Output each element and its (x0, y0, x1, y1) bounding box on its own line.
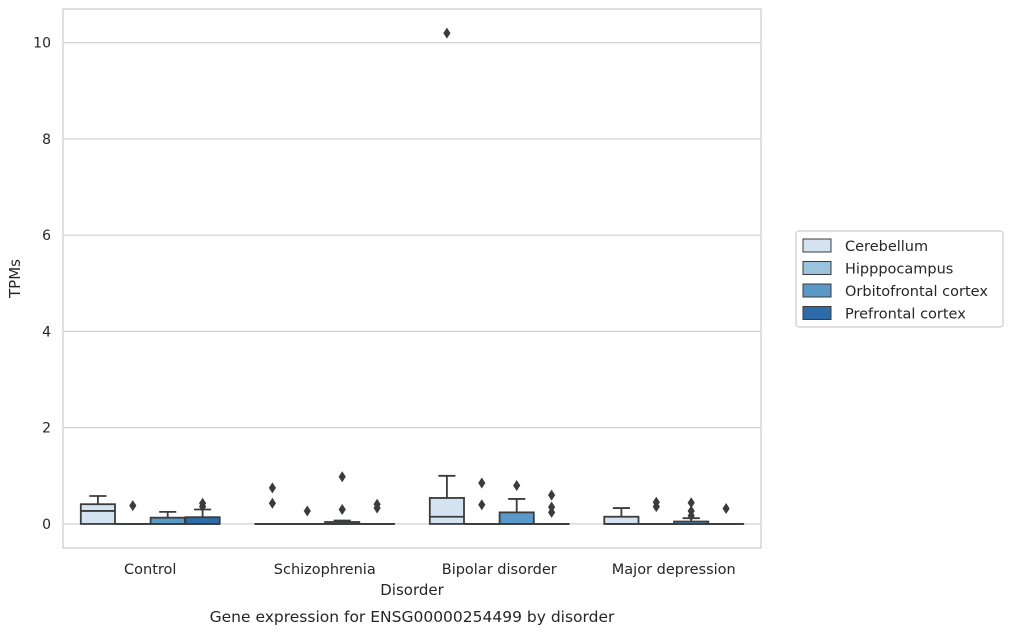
outlier-point (443, 28, 450, 39)
box-4-1 (185, 498, 219, 524)
legend-label: Prefrontal cortex (845, 307, 966, 323)
legend-swatch (803, 239, 831, 252)
legend-label: Hipppocampus (845, 262, 953, 278)
box-1-4 (604, 508, 638, 524)
box-3-3 (500, 480, 534, 524)
outlier-point (269, 482, 276, 493)
legend-swatch (803, 307, 831, 320)
outlier-point (688, 497, 695, 508)
outlier-point (513, 480, 520, 491)
outlier-point (478, 499, 485, 510)
box-body (430, 498, 464, 524)
y-tick-label: 8 (42, 132, 51, 148)
box-1-2 (255, 482, 289, 524)
plot-frame (63, 9, 761, 548)
legend-label: Orbitofrontal cortex (845, 284, 988, 300)
legend-swatch (803, 262, 831, 275)
box-2-2 (290, 505, 324, 524)
outlier-point (723, 503, 730, 514)
box-1-1 (81, 496, 115, 524)
box-1-3 (430, 28, 464, 524)
legend-swatch (803, 284, 831, 297)
outlier-point (548, 490, 555, 501)
y-tick-labels: 0 2 4 6 8 10 (33, 36, 51, 533)
box-body (604, 517, 638, 524)
outlier-point (339, 471, 346, 482)
outlier-point (339, 504, 346, 515)
outlier-point (129, 500, 136, 511)
y-tick-label: 4 (42, 324, 51, 340)
x-tick-label: Control (124, 562, 176, 578)
box-2-4 (639, 497, 673, 524)
box-body (151, 518, 185, 524)
y-tick-label: 6 (42, 228, 51, 244)
legend: Cerebellum Hipppocampus Orbitofrontal cort… (796, 231, 1003, 327)
box-body (81, 504, 115, 524)
box-body (500, 512, 534, 524)
x-axis-label: Disorder (380, 581, 444, 599)
box-2-1 (116, 500, 150, 524)
box-4-2 (360, 499, 394, 524)
x-tick-label: Schizophrenia (274, 562, 376, 578)
y-tick-label: 2 (42, 421, 51, 437)
box-body (185, 517, 219, 524)
gridlines (63, 43, 761, 524)
y-tick-label: 0 (42, 517, 51, 533)
box-4-3 (534, 490, 568, 524)
x-tick-label: Major depression (612, 562, 736, 578)
outlier-point (478, 478, 485, 489)
legend-label: Cerebellum (845, 239, 928, 255)
boxes (81, 28, 743, 524)
y-tick-label: 10 (33, 36, 51, 52)
box-4-4 (709, 503, 743, 524)
box-3-1 (151, 512, 185, 524)
x-tick-label: Bipolar disorder (442, 562, 557, 578)
box-3-2 (325, 471, 359, 524)
chart-caption: Gene expression for ENSG00000254499 by d… (210, 608, 615, 626)
x-tick-labels: Control Schizophrenia Bipolar disorder Majo… (124, 562, 736, 578)
outlier-point (304, 505, 311, 516)
box-3-4 (674, 497, 708, 524)
outlier-point (269, 498, 276, 509)
box-2-3 (465, 478, 499, 524)
y-axis-label: TPMs (6, 259, 24, 299)
